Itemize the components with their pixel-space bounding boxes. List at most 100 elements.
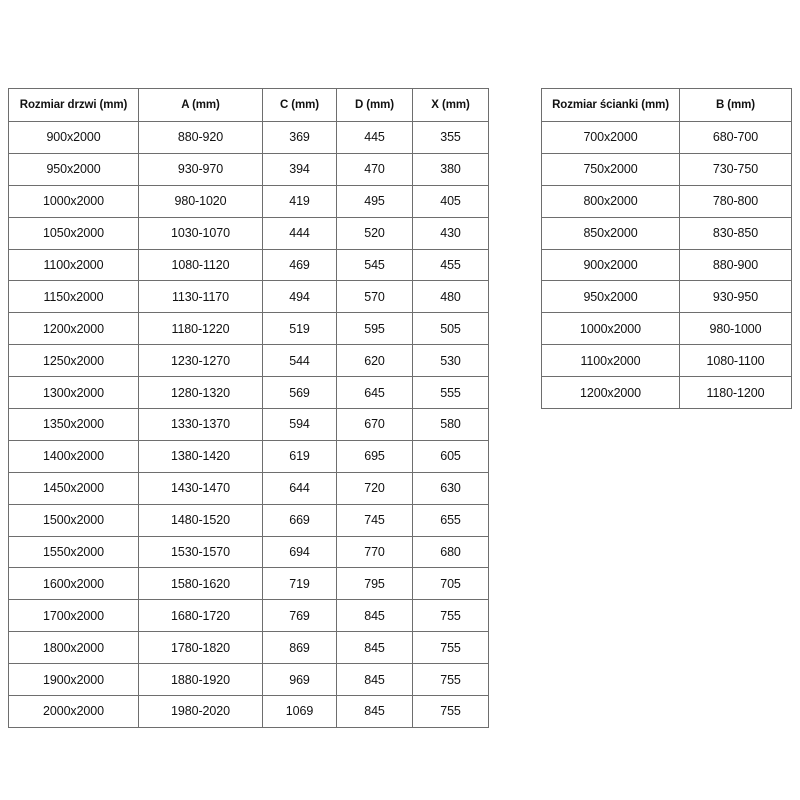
dimension-c-cell: 594: [262, 408, 337, 441]
dimension-x-cell: 580: [412, 408, 489, 441]
dimension-c-cell: 494: [262, 280, 337, 314]
doors-header-row: Rozmiar drzwi (mm) A (mm) C (mm) D (mm) …: [8, 88, 489, 122]
door-size-cell: 1500x2000: [8, 503, 139, 537]
dimension-x-cell: 530: [412, 344, 489, 378]
dimension-c-cell: 719: [262, 567, 337, 601]
dimension-x-cell: 755: [412, 599, 489, 633]
table-row: 750x2000 730-750: [541, 152, 792, 186]
dimension-a-cell: 1780-1820: [138, 631, 263, 665]
dimension-d-cell: 645: [336, 376, 413, 410]
dimension-c-cell: 369: [262, 121, 337, 154]
dimension-x-cell: 605: [412, 439, 489, 473]
dimension-d-cell: 845: [336, 631, 413, 665]
door-size-cell: 1250x2000: [8, 344, 139, 378]
dimension-x-cell: 505: [412, 312, 489, 346]
dimension-c-cell: 869: [262, 631, 337, 665]
dimension-a-cell: 1030-1070: [138, 216, 263, 250]
dimension-x-cell: 630: [412, 471, 489, 505]
dimension-a-cell: 880-920: [138, 121, 263, 154]
wall-size-cell: 950x2000: [541, 280, 680, 314]
dimension-b-cell: 1180-1200: [679, 376, 792, 410]
table-row: 1400x2000 1380-1420 619 695 605: [8, 439, 489, 473]
dimension-c-cell: 394: [262, 152, 337, 186]
table-row: 1500x2000 1480-1520 669 745 655: [8, 503, 489, 537]
door-size-cell: 1000x2000: [8, 184, 139, 218]
dimension-d-cell: 595: [336, 312, 413, 346]
dimension-x-cell: 380: [412, 152, 489, 186]
table-row: 1700x2000 1680-1720 769 845 755: [8, 599, 489, 633]
walls-table-head: Rozmiar ścianki (mm) B (mm): [541, 88, 792, 122]
dimension-b-cell: 680-700: [679, 121, 792, 154]
dimension-d-cell: 495: [336, 184, 413, 218]
door-size-cell: 1600x2000: [8, 567, 139, 601]
dimension-x-cell: 655: [412, 503, 489, 537]
dimension-x-cell: 755: [412, 695, 489, 728]
dimension-x-cell: 430: [412, 216, 489, 250]
dimension-b-cell: 730-750: [679, 152, 792, 186]
dimension-a-cell: 1480-1520: [138, 503, 263, 537]
dimension-c-cell: 969: [262, 663, 337, 697]
wall-size-cell: 900x2000: [541, 248, 680, 282]
table-row: 2000x2000 1980-2020 1069 845 755: [8, 695, 489, 728]
dimension-a-cell: 1230-1270: [138, 344, 263, 378]
dimension-a-cell: 1380-1420: [138, 439, 263, 473]
dimension-c-cell: 544: [262, 344, 337, 378]
door-size-cell: 950x2000: [8, 152, 139, 186]
dimension-a-cell: 1080-1120: [138, 248, 263, 282]
dimension-x-cell: 705: [412, 567, 489, 601]
dimension-c-cell: 669: [262, 503, 337, 537]
doors-table-body: 900x2000 880-920 369 445 355 950x2000 930-970 3…: [8, 121, 489, 728]
wall-size-cell: 1100x2000: [541, 344, 680, 378]
dimension-c-cell: 569: [262, 376, 337, 410]
dimension-c-cell: 644: [262, 471, 337, 505]
dimension-a-cell: 1430-1470: [138, 471, 263, 505]
dimension-c-cell: 1069: [262, 695, 337, 728]
dimension-b-cell: 930-950: [679, 280, 792, 314]
table-row: 950x2000 930-970 394 470 380: [8, 152, 489, 186]
door-size-cell: 1550x2000: [8, 535, 139, 569]
doors-col-header-d: D (mm): [336, 88, 413, 122]
dimension-d-cell: 545: [336, 248, 413, 282]
dimension-b-cell: 880-900: [679, 248, 792, 282]
door-size-cell: 1300x2000: [8, 376, 139, 410]
door-size-cell: 900x2000: [8, 121, 139, 154]
wall-size-cell: 1200x2000: [541, 376, 680, 410]
table-row: 800x2000 780-800: [541, 184, 792, 218]
table-row: 850x2000 830-850: [541, 216, 792, 250]
dimension-c-cell: 694: [262, 535, 337, 569]
dimension-x-cell: 405: [412, 184, 489, 218]
doors-col-header-size: Rozmiar drzwi (mm): [8, 88, 139, 122]
dimension-x-cell: 455: [412, 248, 489, 282]
dimension-a-cell: 980-1020: [138, 184, 263, 218]
dimension-a-cell: 1330-1370: [138, 408, 263, 441]
dimension-d-cell: 795: [336, 567, 413, 601]
table-row: 700x2000 680-700: [541, 121, 792, 154]
walls-header-row: Rozmiar ścianki (mm) B (mm): [541, 88, 792, 122]
table-row: 1200x2000 1180-1220 519 595 505: [8, 312, 489, 346]
table-row: 1100x2000 1080-1120 469 545 455: [8, 248, 489, 282]
walls-col-header-b: B (mm): [679, 88, 792, 122]
table-row: 1900x2000 1880-1920 969 845 755: [8, 663, 489, 697]
table-row: 1150x2000 1130-1170 494 570 480: [8, 280, 489, 314]
dimension-b-cell: 780-800: [679, 184, 792, 218]
dimension-d-cell: 620: [336, 344, 413, 378]
dimension-d-cell: 445: [336, 121, 413, 154]
dimension-a-cell: 1580-1620: [138, 567, 263, 601]
dimension-d-cell: 845: [336, 663, 413, 697]
table-row: 1350x2000 1330-1370 594 670 580: [8, 408, 489, 441]
walls-table-body: 700x2000 680-700 750x2000 730-750 800x2000 78…: [541, 121, 792, 410]
wall-size-cell: 700x2000: [541, 121, 680, 154]
dimension-b-cell: 1080-1100: [679, 344, 792, 378]
dimension-a-cell: 930-970: [138, 152, 263, 186]
door-size-cell: 1700x2000: [8, 599, 139, 633]
dimension-x-cell: 555: [412, 376, 489, 410]
dimension-d-cell: 470: [336, 152, 413, 186]
dimension-d-cell: 770: [336, 535, 413, 569]
table-row: 1200x2000 1180-1200: [541, 376, 792, 410]
dimension-c-cell: 619: [262, 439, 337, 473]
dimension-x-cell: 755: [412, 663, 489, 697]
table-row: 1550x2000 1530-1570 694 770 680: [8, 535, 489, 569]
door-size-cell: 1900x2000: [8, 663, 139, 697]
table-row: 1050x2000 1030-1070 444 520 430: [8, 216, 489, 250]
